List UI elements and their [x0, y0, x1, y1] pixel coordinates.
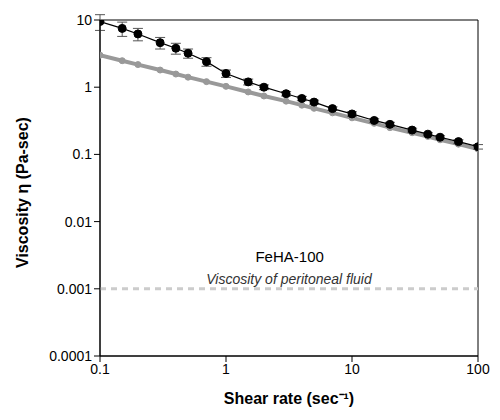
svg-text:0.1: 0.1 — [73, 146, 93, 162]
svg-text:Shear rate (sec⁻¹): Shear rate (sec⁻¹) — [224, 390, 354, 407]
svg-text:0.001: 0.001 — [57, 281, 92, 297]
svg-text:0.0001: 0.0001 — [49, 348, 92, 364]
svg-text:FeHA-100: FeHA-100 — [255, 248, 323, 265]
svg-text:10: 10 — [76, 12, 92, 28]
svg-text:1: 1 — [222, 361, 230, 377]
svg-text:100: 100 — [466, 361, 490, 377]
svg-text:0.01: 0.01 — [65, 214, 92, 230]
svg-text:10: 10 — [344, 361, 360, 377]
svg-text:Viscosity η (Pa-sec): Viscosity η (Pa-sec) — [14, 117, 31, 268]
svg-text:0.1: 0.1 — [90, 361, 110, 377]
svg-text:1: 1 — [84, 79, 92, 95]
svg-text:Viscosity of peritoneal fluid: Viscosity of peritoneal fluid — [206, 271, 373, 287]
